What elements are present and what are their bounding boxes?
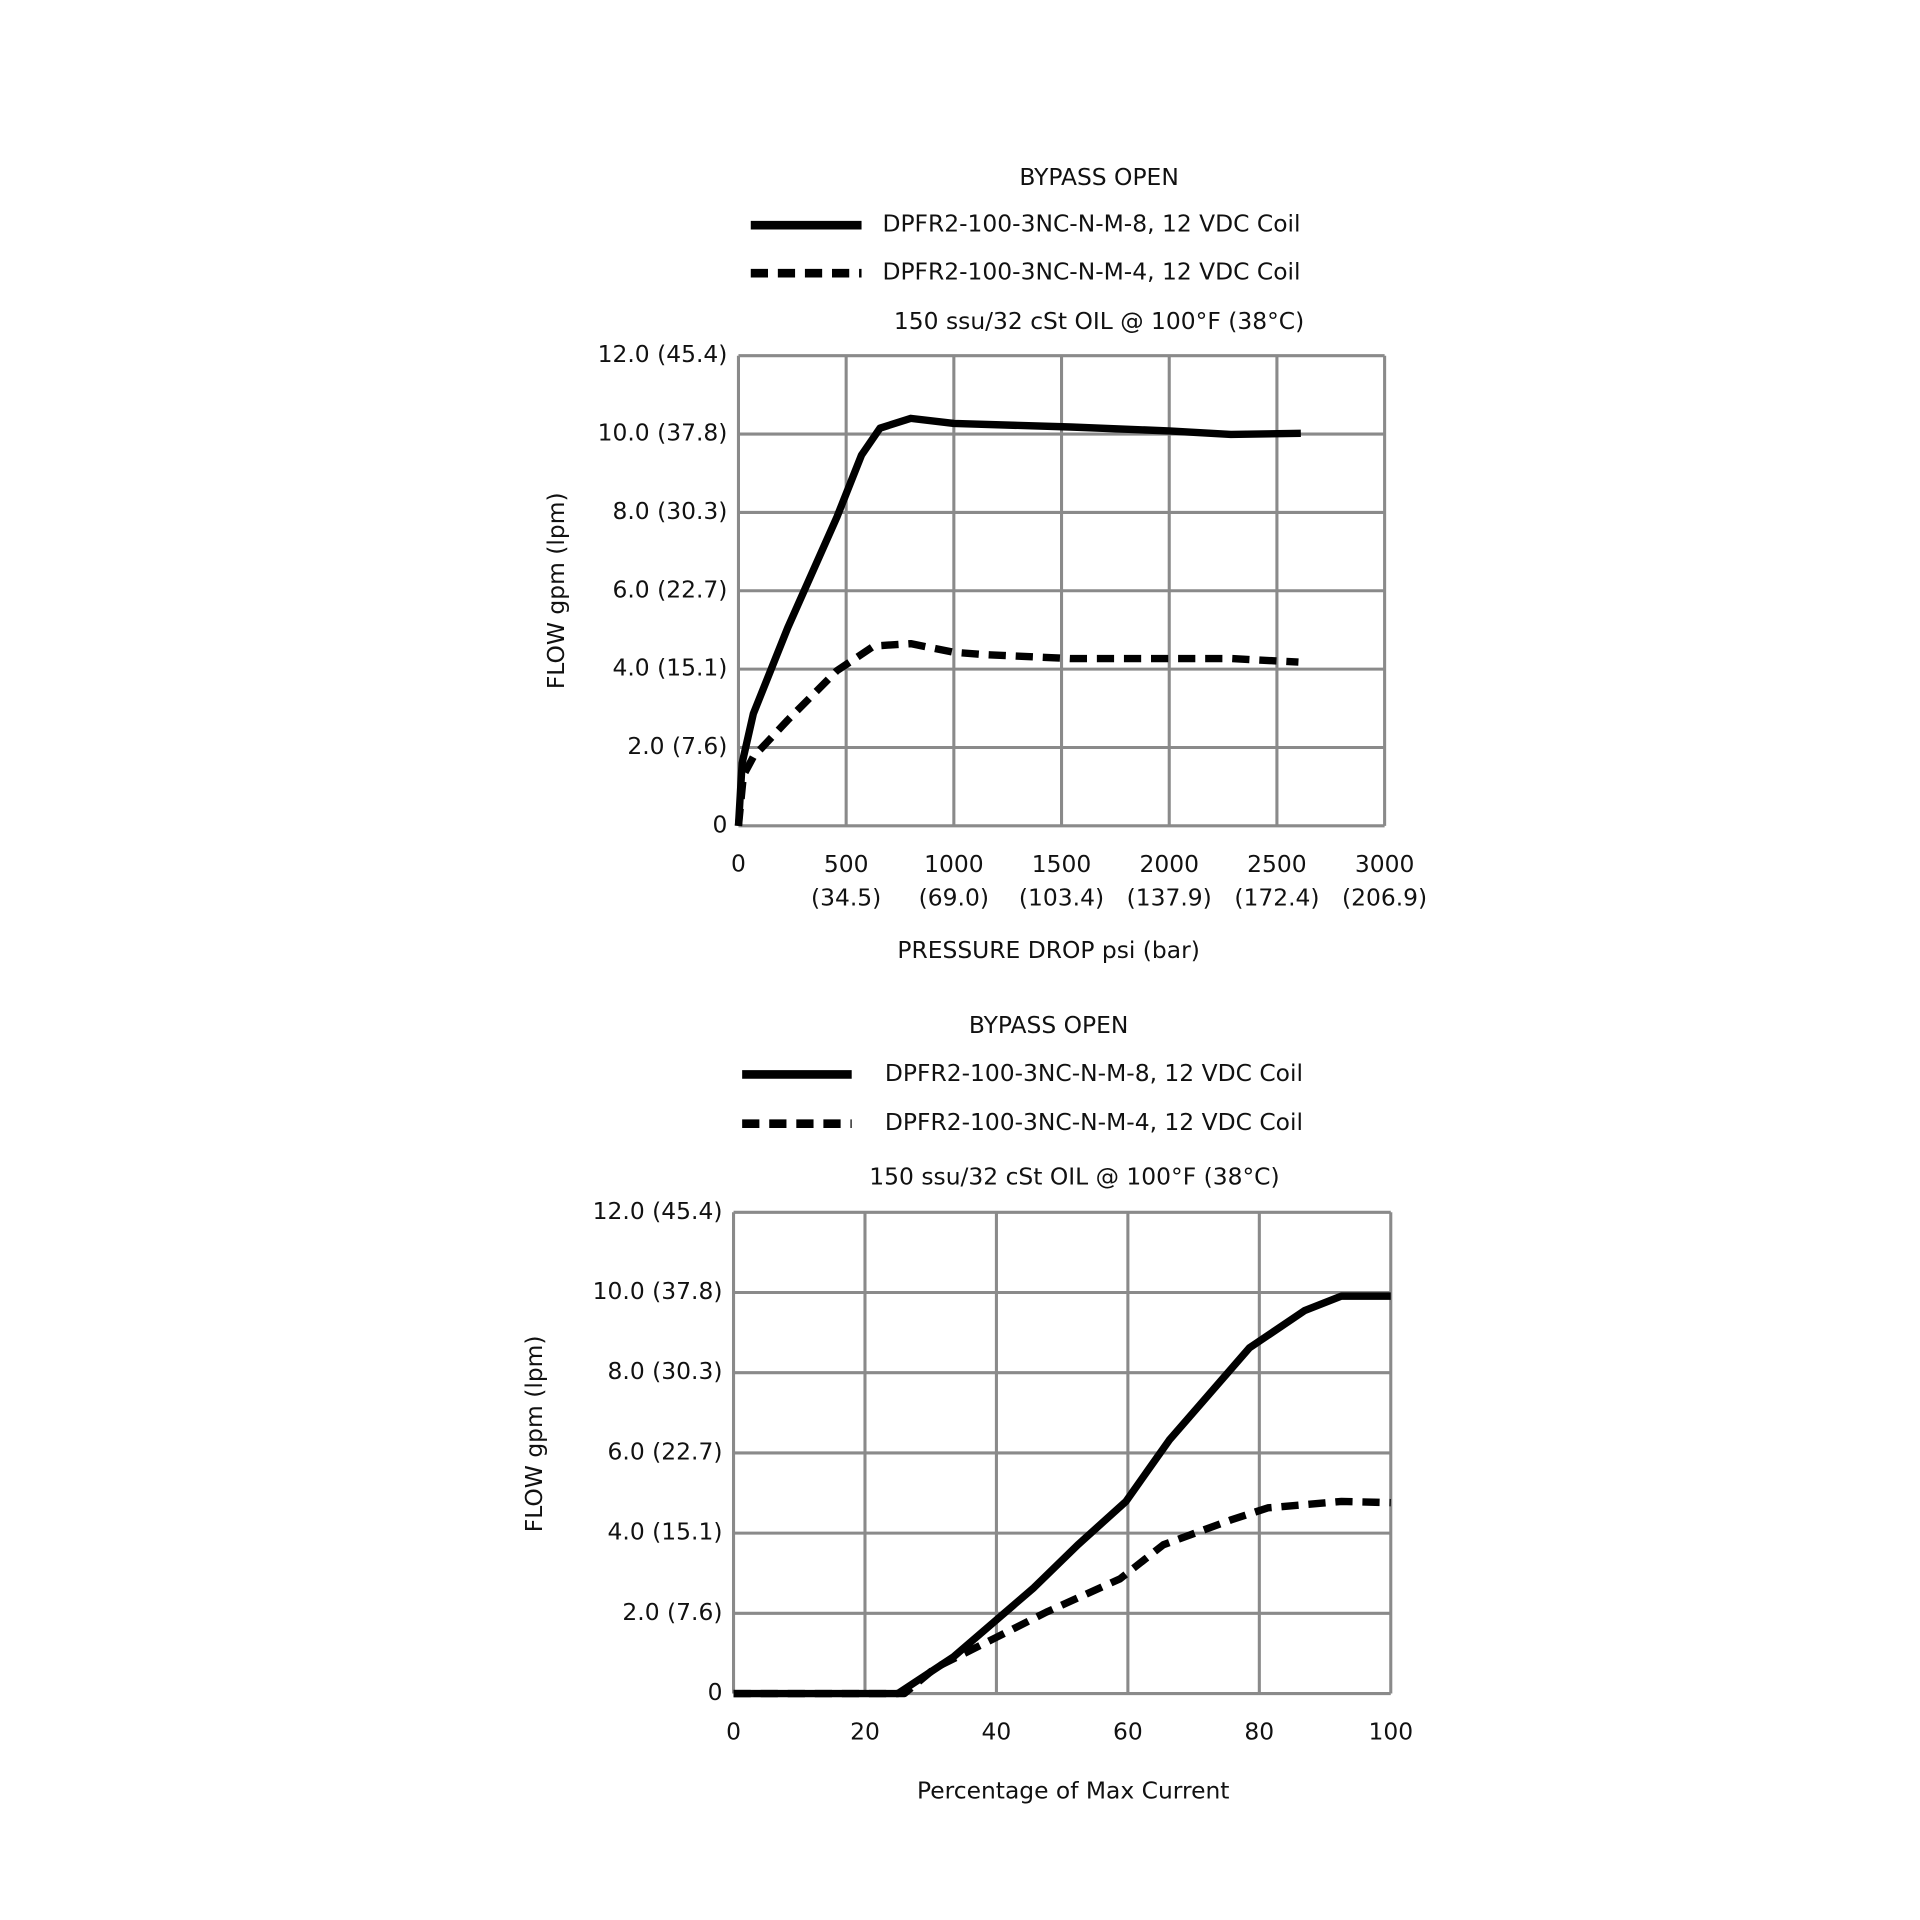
legend-label: DPFR2-100-3NC-N-M-8, 12 VDC Coil [882, 210, 1300, 238]
y-tick-label: 6.0 (22.7) [608, 1437, 723, 1465]
chart-title: BYPASS OPEN [1019, 163, 1178, 191]
x-tick-label: 2500 (172.4) [1234, 850, 1319, 911]
x-tick-label: 500 (34.5) [811, 850, 881, 911]
y-tick-label: 4.0 (15.1) [612, 654, 727, 682]
y-tick-label: 6.0 (22.7) [612, 575, 727, 603]
x-tick-label: 20 [850, 1717, 880, 1745]
y-tick-label: 8.0 (30.3) [608, 1357, 723, 1385]
chart-title: BYPASS OPEN [969, 1011, 1128, 1039]
x-axis-label: PRESSURE DROP psi (bar) [897, 936, 1199, 964]
x-axis-label: Percentage of Max Current [917, 1777, 1229, 1805]
series-line [734, 639, 1299, 827]
x-tick-label: 1000 (69.0) [919, 850, 989, 911]
x-tick-label: 40 [982, 1717, 1012, 1745]
series-line [733, 1497, 1391, 1698]
x-tick-label: 100 [1368, 1717, 1413, 1745]
x-tick-label: 0 [726, 1717, 741, 1745]
y-axis-label: FLOW gpm (lpm) [520, 1335, 548, 1532]
y-tick-label: 12.0 (45.4) [598, 340, 728, 368]
series-line [734, 414, 1301, 827]
y-tick-label: 8.0 (30.3) [612, 497, 727, 525]
legend-label: DPFR2-100-3NC-N-M-4, 12 VDC Coil [885, 1108, 1303, 1136]
legend-label: DPFR2-100-3NC-N-M-8, 12 VDC Coil [885, 1059, 1303, 1087]
x-tick-label: 60 [1113, 1717, 1143, 1745]
x-tick-label: 80 [1244, 1717, 1274, 1745]
chart-subtitle: 150 ssu/32 cSt OIL @ 100°F (38°C) [869, 1162, 1279, 1190]
x-tick-label: 3000 (206.9) [1342, 850, 1427, 911]
y-tick-label: 4.0 (15.1) [608, 1518, 723, 1546]
x-tick-label: 0 [731, 850, 746, 878]
x-tick-label: 1500 (103.4) [1019, 850, 1104, 911]
x-tick-label: 2000 (137.9) [1127, 850, 1212, 911]
y-tick-label: 0 [713, 810, 728, 838]
legend-label: DPFR2-100-3NC-N-M-4, 12 VDC Coil [882, 258, 1300, 286]
chart-subtitle: 150 ssu/32 cSt OIL @ 100°F (38°C) [894, 307, 1304, 335]
y-tick-label: 2.0 (7.6) [622, 1598, 722, 1626]
y-tick-label: 0 [708, 1678, 723, 1706]
series-line [733, 1292, 1391, 1698]
y-tick-label: 12.0 (45.4) [593, 1197, 723, 1225]
y-tick-label: 10.0 (37.8) [598, 419, 728, 447]
y-axis-label: FLOW gpm (lpm) [542, 492, 570, 689]
y-tick-label: 10.0 (37.8) [593, 1277, 723, 1305]
y-tick-label: 2.0 (7.6) [627, 732, 727, 760]
